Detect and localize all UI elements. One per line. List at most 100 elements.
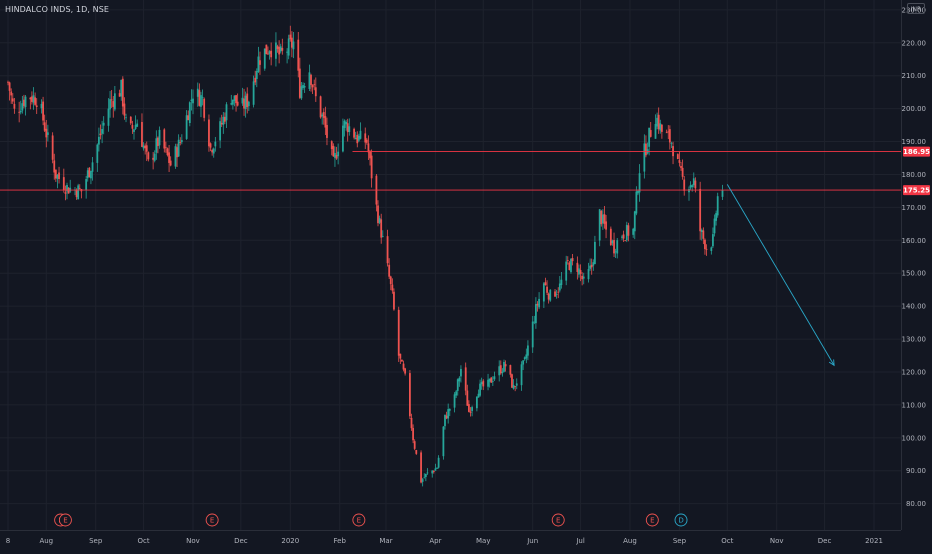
candle-up [354,137,357,140]
price-tick-label: 230.00 [902,6,927,14]
candle-up [343,120,346,128]
candle-down [397,309,400,356]
candle-down [568,262,571,271]
candle-up [153,153,156,161]
currency-badge[interactable]: INR [907,3,925,14]
candle-up [710,247,713,251]
candle-down [468,404,470,412]
candle-up [257,56,260,72]
candle-down [668,129,671,143]
marker-circle [58,513,72,527]
dividend-marker[interactable]: D [674,513,688,527]
earnings-marker[interactable]: E [645,513,659,527]
candle-up [155,138,158,153]
candle-down [254,77,257,83]
marker-label: E [210,517,214,525]
candle-up [458,377,461,382]
price-tick-label: 100.00 [902,434,927,442]
candle-up [46,132,49,135]
candle-down [622,234,625,239]
candle-up [345,121,348,125]
candle-up [503,362,505,372]
candle-up [190,99,193,102]
candle-down [157,137,159,147]
candle-down [144,145,147,149]
candle-down [311,85,314,88]
candle-down [600,210,603,225]
candle-down [179,142,182,143]
earnings-marker[interactable]: E [205,513,219,527]
candle-up [86,170,89,179]
candle-down [64,192,67,194]
candle-down [270,50,273,58]
time-tick-label: 2021 [865,537,883,545]
candle-down [141,122,143,147]
candle-down [409,373,411,417]
candle-up [292,41,295,50]
candle-up [527,345,529,356]
candle-up [431,470,434,474]
candle-down [243,98,245,109]
candle-down [152,157,155,160]
candle-up [434,468,437,471]
marker-circle [205,513,219,527]
candle-up [614,251,617,253]
candle-up [244,95,247,110]
candle-up [302,85,304,89]
candle-up [98,136,100,145]
candle-up [688,189,690,193]
candle-up [348,126,351,133]
candle-up [515,383,518,386]
candle-up [109,99,111,110]
candle-down [613,240,615,254]
candle-down [364,133,367,143]
candle-down [290,37,293,48]
candle-down [511,374,513,388]
price-axis[interactable] [901,0,932,530]
price-tick-label: 200.00 [902,105,927,113]
candle-up [480,382,483,385]
candle-down [223,116,226,122]
time-tick-label: 2020 [281,537,299,545]
earnings-marker[interactable]: E [58,513,72,527]
candle-down [649,130,652,137]
marker-label: D [678,517,683,525]
candle-down [514,386,517,387]
candle-down [110,99,113,101]
price-tick-label: 210.00 [902,72,927,80]
candle-up [656,117,659,127]
candle-down [164,146,167,148]
candle-up [479,383,481,396]
earnings-marker[interactable]: E [352,513,366,527]
candle-down [236,101,239,106]
candle-up [120,79,123,97]
candle-down [7,81,9,83]
candle-down [576,262,579,272]
candle-up [512,384,515,389]
candle-down [267,53,269,55]
candle-down [346,123,349,133]
candle-up [488,378,491,382]
candle-down [509,365,512,375]
time-tick-label: Sep [673,537,687,545]
candle-up [136,123,139,127]
earnings-marker[interactable]: E [551,513,565,527]
candle-up [525,354,528,359]
candle-up [448,408,451,411]
candle-up [113,93,116,110]
time-axis[interactable] [0,530,901,550]
candle-down [445,415,448,419]
candle-up [424,473,427,477]
candle-up [219,121,222,141]
candle-down [694,180,697,189]
candle-up [275,42,277,59]
candle-up [700,229,703,232]
candle-down [676,154,679,160]
candle-up [233,95,236,101]
candle-up [214,141,217,147]
candle-down [322,112,325,118]
candle-down [466,390,469,406]
candle-down [579,270,582,274]
